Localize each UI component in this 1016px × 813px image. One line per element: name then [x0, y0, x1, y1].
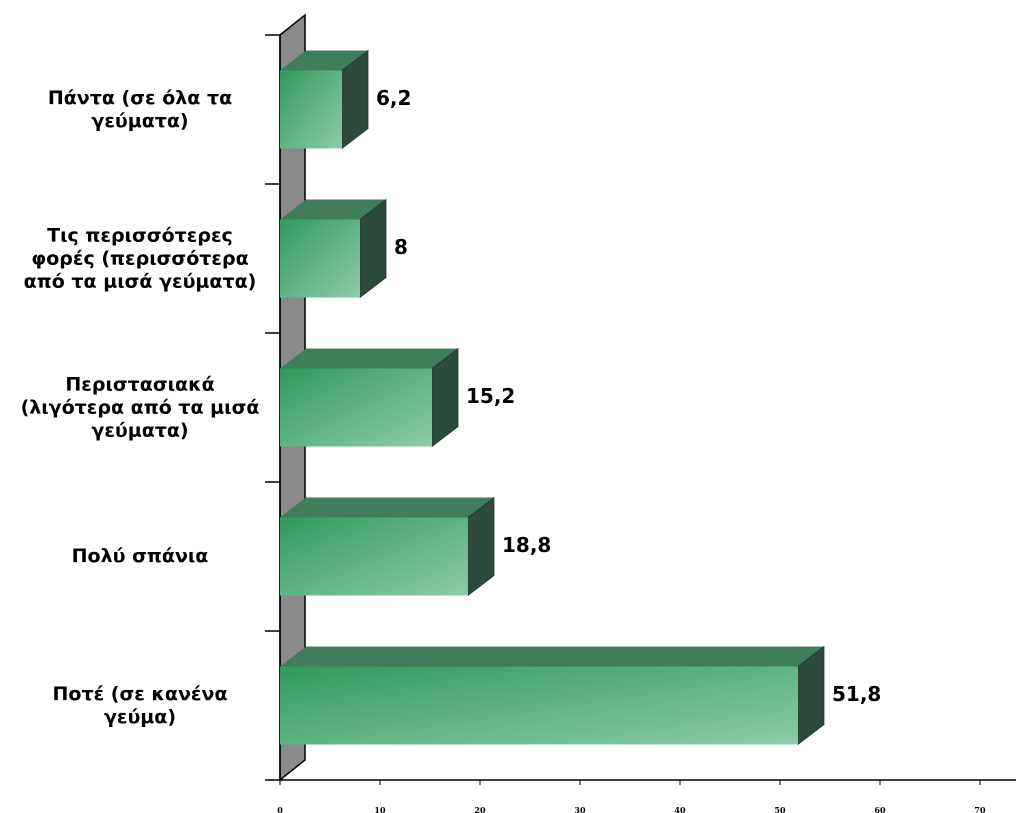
bar-top [280, 646, 824, 667]
bar [280, 517, 468, 596]
x-tick-label: 0 [277, 805, 283, 813]
x-tick-label: 40 [674, 805, 686, 813]
bar [280, 368, 432, 447]
x-tick-label: 30 [574, 805, 586, 813]
x-tick-label: 20 [474, 805, 486, 813]
x-tick-label: 50 [774, 805, 786, 813]
value-label: 15,2 [466, 384, 515, 408]
x-tick-label: 70 [974, 805, 986, 813]
value-label: 51,8 [832, 682, 881, 706]
y-tick-label: Πολύ σπάνια [72, 545, 209, 567]
bar-top [280, 50, 368, 71]
y-tick-label: Τις περισσότερες φορές (περισσότερα από τα… [24, 224, 257, 292]
value-label: 8 [394, 235, 408, 259]
value-label: 18,8 [502, 533, 551, 557]
value-label: 6,2 [376, 86, 411, 110]
y-tick-label: Περιστασιακά (λιγότερα από τα μισά γεύματα… [21, 373, 260, 441]
x-tick-label: 60 [874, 805, 886, 813]
bar [280, 666, 798, 745]
bar [280, 219, 360, 298]
y-tick-label: Ποτέ (σε κανένα γεύμα) [52, 683, 227, 728]
bar-top [280, 497, 494, 518]
y-tick-label: Πάντα (σε όλα τα γεύματα) [48, 87, 232, 132]
x-tick-label: 10 [374, 805, 386, 813]
bar [280, 70, 342, 149]
bar-top [280, 348, 458, 369]
bar-top [280, 199, 386, 220]
